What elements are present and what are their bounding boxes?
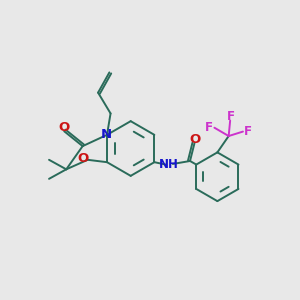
Text: O: O (189, 133, 200, 146)
Text: N: N (101, 128, 112, 141)
Text: F: F (244, 125, 252, 138)
Text: O: O (58, 121, 69, 134)
Text: F: F (205, 121, 213, 134)
Text: F: F (226, 110, 235, 123)
Text: O: O (77, 152, 88, 165)
Text: NH: NH (159, 158, 178, 171)
